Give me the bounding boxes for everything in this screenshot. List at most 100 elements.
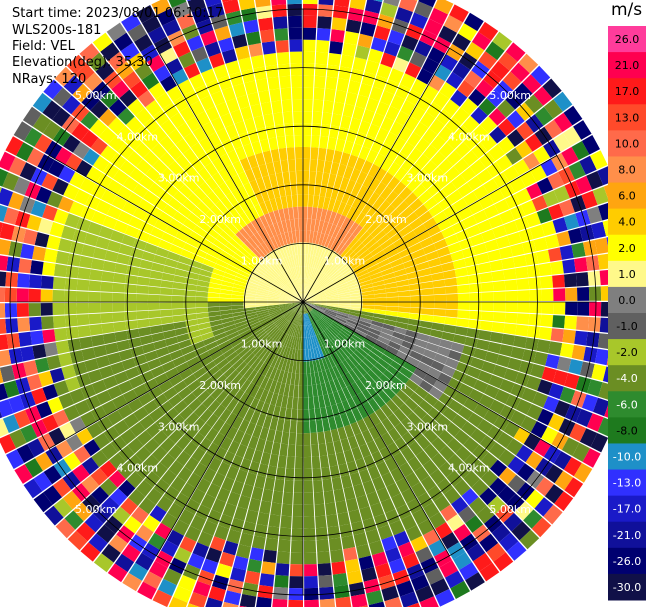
velocity-gate [58, 392, 75, 409]
velocity-gate [408, 441, 424, 456]
velocity-gate [351, 352, 362, 364]
velocity-gate [531, 517, 552, 538]
velocity-gate [554, 470, 574, 491]
velocity-gate [434, 353, 448, 365]
velocity-gate [171, 302, 184, 309]
velocity-gate [313, 306, 326, 312]
velocity-gate [113, 419, 130, 436]
velocity-gate [487, 496, 506, 514]
velocity-gate [267, 302, 280, 304]
velocity-gate [533, 86, 553, 106]
velocity-gate [448, 377, 463, 391]
velocity-gate [315, 244, 322, 257]
velocity-gate [93, 345, 108, 358]
velocity-gate [488, 214, 504, 229]
velocity-gate [415, 585, 434, 603]
velocity-gate [303, 300, 315, 302]
velocity-gate [341, 535, 356, 550]
velocity-gate [237, 405, 249, 419]
velocity-gate [215, 563, 232, 579]
velocity-gate [135, 552, 154, 571]
velocity-gate [365, 0, 382, 14]
velocity-gate [303, 278, 306, 291]
velocity-gate [498, 467, 517, 485]
velocity-gate [395, 7, 413, 24]
velocity-gate [317, 16, 332, 29]
velocity-gate [284, 347, 291, 360]
velocity-gate [423, 443, 439, 460]
velocity-gate [314, 219, 320, 232]
velocity-gate [465, 41, 485, 60]
velocity-gate [374, 213, 387, 226]
velocity-gate [405, 472, 420, 488]
velocity-gate [212, 328, 225, 337]
velocity-gate [442, 407, 458, 422]
velocity-gate [463, 191, 479, 206]
velocity-gate [342, 42, 357, 57]
velocity-gate [383, 319, 397, 327]
velocity-gate [340, 246, 351, 258]
velocity-gate [283, 383, 290, 397]
velocity-gate [331, 253, 341, 265]
velocity-gate [525, 133, 543, 152]
colorbar-tick-label: 21.0 [615, 59, 640, 72]
velocity-gate [128, 562, 148, 581]
velocity-gate [343, 344, 354, 355]
velocity-gate [574, 330, 588, 346]
velocity-gate [420, 557, 439, 574]
velocity-gate [381, 267, 394, 276]
velocity-gate [20, 424, 38, 443]
velocity-gate [303, 39, 316, 52]
velocity-gate [351, 382, 362, 395]
velocity-gate [31, 419, 48, 438]
velocity-gate [455, 361, 471, 375]
velocity-gate [283, 480, 294, 493]
velocity-gate [324, 356, 333, 369]
velocity-gate [143, 400, 159, 415]
velocity-gate [235, 320, 248, 328]
velocity-gate [323, 160, 333, 174]
velocity-gate [498, 449, 516, 467]
velocity-gate [133, 354, 148, 367]
velocity-gate [370, 347, 383, 358]
velocity-gate [83, 439, 101, 457]
velocity-gate [365, 238, 377, 250]
velocity-gate [66, 434, 83, 452]
velocity-gate [324, 329, 333, 341]
velocity-gate [335, 335, 346, 347]
velocity-gate [307, 312, 314, 324]
velocity-gate [345, 372, 355, 385]
velocity-gate [328, 537, 343, 551]
velocity-gate [323, 313, 334, 322]
velocity-gate [270, 392, 279, 406]
velocity-gate [451, 220, 467, 234]
velocity-gate [287, 444, 296, 457]
velocity-gate [349, 117, 362, 132]
velocity-gate [548, 341, 563, 356]
velocity-gate [510, 62, 530, 82]
velocity-gate [164, 407, 179, 422]
velocity-gate [274, 356, 282, 369]
velocity-gate [427, 224, 441, 237]
velocity-gate [310, 243, 316, 256]
velocity-gate [317, 551, 331, 564]
velocity-gate [235, 344, 248, 355]
velocity-gate [395, 477, 411, 493]
velocity-gate [332, 365, 341, 379]
velocity-gate [283, 322, 292, 333]
velocity-gate [288, 588, 303, 601]
velocity-gate [443, 204, 458, 218]
velocity-gate [347, 154, 358, 169]
velocity-gate [313, 195, 320, 208]
velocity-gate [381, 432, 394, 447]
velocity-gate [570, 195, 587, 213]
velocity-gate [347, 254, 359, 265]
velocity-gate [332, 321, 343, 330]
velocity-gate [303, 294, 313, 302]
velocity-gate [450, 580, 470, 599]
velocity-gate [323, 100, 334, 114]
velocity-gate [525, 451, 544, 470]
velocity-gate [4, 303, 18, 318]
velocity-gate [152, 462, 168, 479]
velocity-gate [331, 113, 342, 127]
